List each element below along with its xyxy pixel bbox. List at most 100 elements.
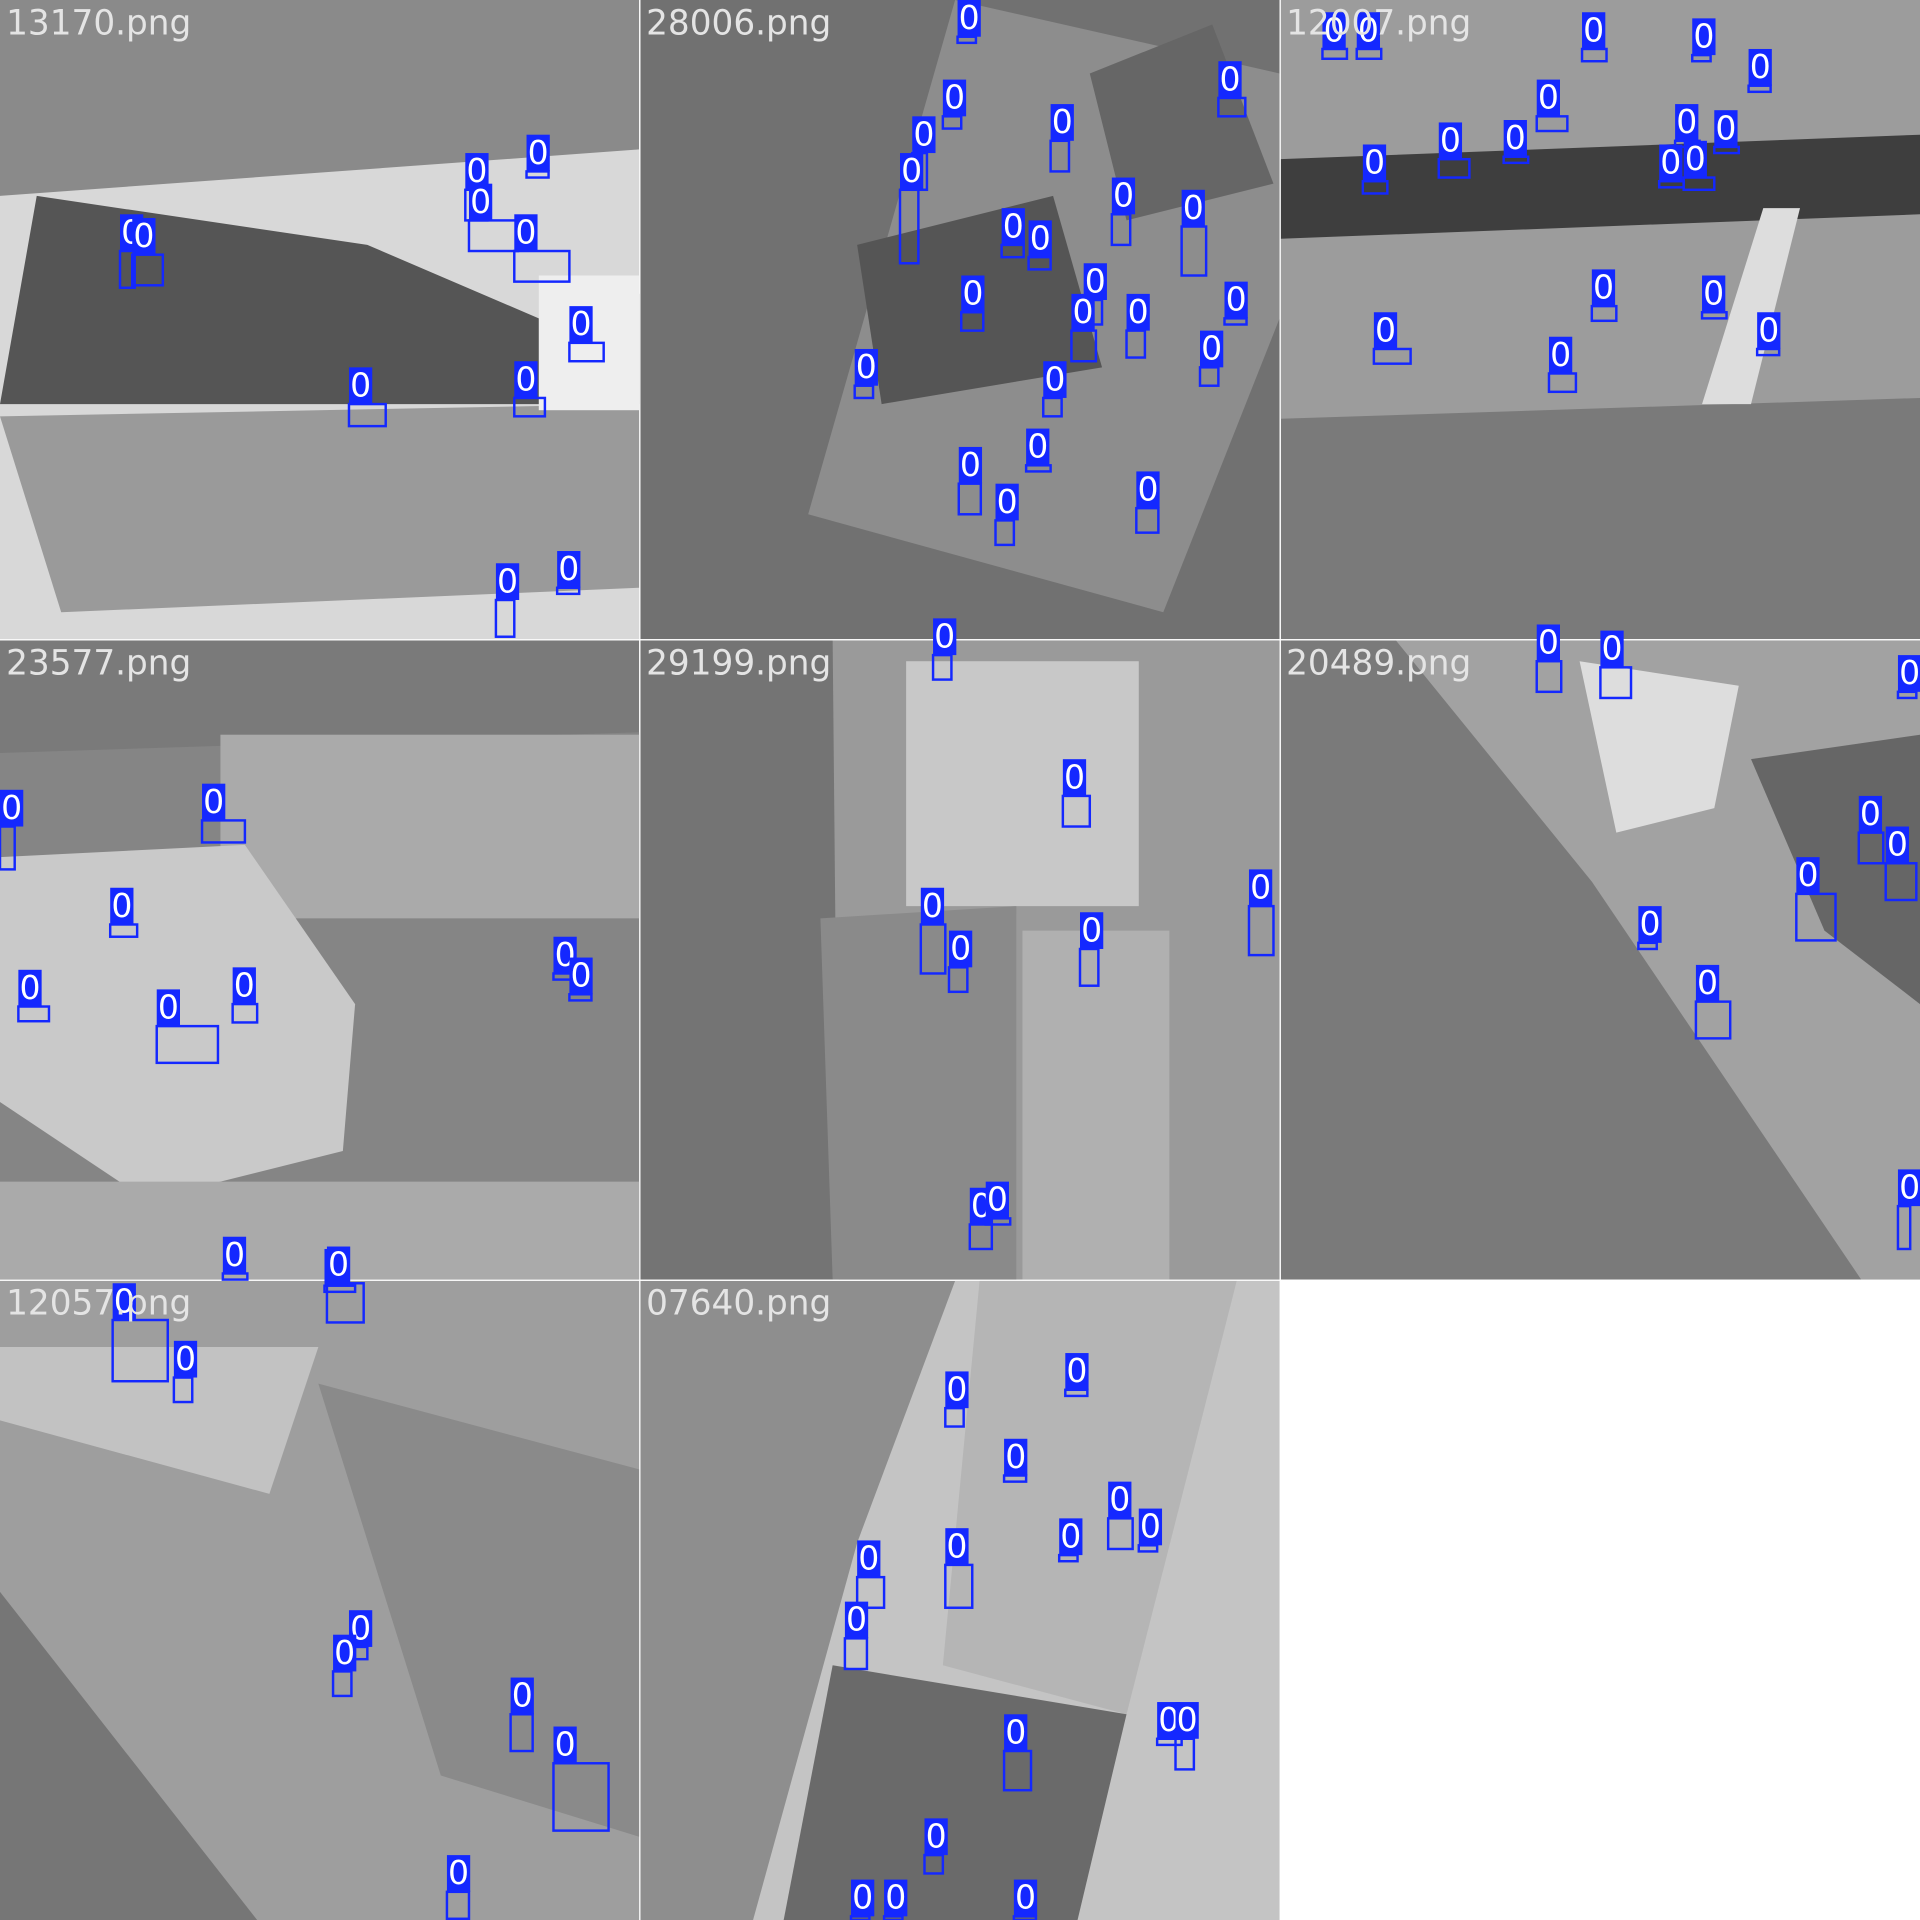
label-background [1373, 312, 1398, 349]
label-background [1683, 140, 1707, 178]
box-label: 0 [1052, 102, 1073, 141]
box-label: 0 [1693, 16, 1714, 55]
box-label: 0 [1660, 143, 1681, 182]
label-background [173, 1340, 198, 1378]
box-label: 0 [1113, 176, 1134, 215]
label-background [553, 1726, 577, 1764]
label-background [569, 957, 593, 995]
box-label: 0 [901, 151, 922, 190]
label-background [1001, 208, 1025, 245]
box-label: 0 [1685, 139, 1706, 178]
label-background [948, 930, 973, 968]
filename: 13170.png [6, 4, 191, 44]
label-background [933, 618, 957, 656]
label-background [1897, 655, 1920, 692]
box-label: 0 [1030, 219, 1051, 258]
box-label: 0 [926, 1816, 947, 1855]
filename: 12007.png [1286, 4, 1471, 44]
label-background [1050, 104, 1074, 141]
box-label: 0 [913, 114, 934, 153]
filename: 23577.png [6, 644, 191, 684]
box-label: 0 [111, 886, 132, 925]
filename: 20489.png [1286, 644, 1471, 684]
box-label: 0 [1177, 1700, 1198, 1739]
box-label: 0 [224, 1235, 245, 1274]
box-label: 0 [1583, 10, 1604, 49]
label-background [1065, 1353, 1089, 1390]
label-background [1138, 1508, 1163, 1546]
label-background [465, 153, 489, 190]
label-background [333, 1634, 357, 1672]
label-background [958, 446, 983, 484]
box-label: 0 [1183, 188, 1204, 227]
label-background [1004, 1714, 1028, 1752]
bounding-box [555, 586, 581, 596]
label-background [1224, 281, 1248, 319]
label-background [1026, 428, 1050, 466]
box-label: 0 [1364, 143, 1385, 182]
label-background [1111, 177, 1136, 215]
box-label: 0 [944, 78, 965, 117]
label-background [1536, 624, 1560, 662]
label-background [857, 1540, 881, 1578]
label-background [1126, 293, 1150, 331]
box-label: 0 [19, 968, 40, 1007]
box-label: 0 [922, 886, 943, 925]
box-label: 0 [1081, 910, 1102, 949]
box-label: 0 [555, 1725, 576, 1764]
label-background [1548, 336, 1573, 374]
label-background [1083, 263, 1107, 300]
label-background [1136, 471, 1160, 509]
box-label: 0 [1758, 310, 1779, 349]
label-background [514, 214, 538, 252]
box-label: 0 [528, 133, 549, 172]
box-label: 0 [946, 1370, 967, 1409]
label-background [0, 789, 24, 827]
box-label: 0 [1703, 274, 1724, 313]
label-background [1059, 1518, 1083, 1556]
box-label: 0 [1044, 359, 1065, 398]
label-background [900, 153, 924, 190]
label-background [957, 0, 981, 37]
filename: 07640.png [646, 1284, 831, 1324]
filename: 12057.png [6, 1284, 191, 1324]
label-background [1071, 293, 1095, 331]
box-label: 0 [1, 788, 22, 827]
label-background [569, 306, 593, 343]
box-label: 0 [1676, 102, 1697, 141]
label-background [156, 989, 180, 1027]
box-label: 0 [1750, 47, 1771, 86]
box-label: 0 [466, 151, 487, 190]
box-label: 0 [1064, 757, 1085, 796]
box-label: 0 [1860, 794, 1881, 833]
box-label: 0 [1128, 292, 1149, 331]
label-background [1043, 361, 1067, 398]
label-background [920, 887, 945, 925]
filenames: 13170.png 28006.png 12007.png 23577.png 2919… [6, 4, 1471, 1324]
box-label: 0 [1005, 1712, 1026, 1751]
label-background [1356, 12, 1380, 49]
box-label: 0 [1899, 1167, 1920, 1206]
box-label: 0 [1015, 1878, 1036, 1917]
box-label: 0 [997, 482, 1018, 521]
label-background [526, 134, 550, 172]
label-background [961, 275, 985, 313]
label-background [1503, 120, 1527, 157]
label-background [912, 116, 936, 154]
box-label: 0 [987, 1180, 1008, 1219]
box-label: 0 [1538, 78, 1559, 117]
label-background [1062, 759, 1087, 796]
bounding-box [513, 249, 571, 283]
label-background [851, 1879, 875, 1917]
box-label: 0 [203, 782, 224, 821]
label-background [1181, 189, 1205, 227]
box-label: 0 [1158, 1700, 1179, 1739]
label-background [945, 1528, 969, 1565]
box-label: 0 [1550, 335, 1571, 374]
label-background [110, 887, 134, 925]
box-label: 0 [328, 1245, 349, 1284]
box-label: 0 [448, 1853, 469, 1892]
filename: 28006.png [646, 4, 831, 44]
label-background [112, 1283, 136, 1320]
label-background [1218, 61, 1242, 98]
